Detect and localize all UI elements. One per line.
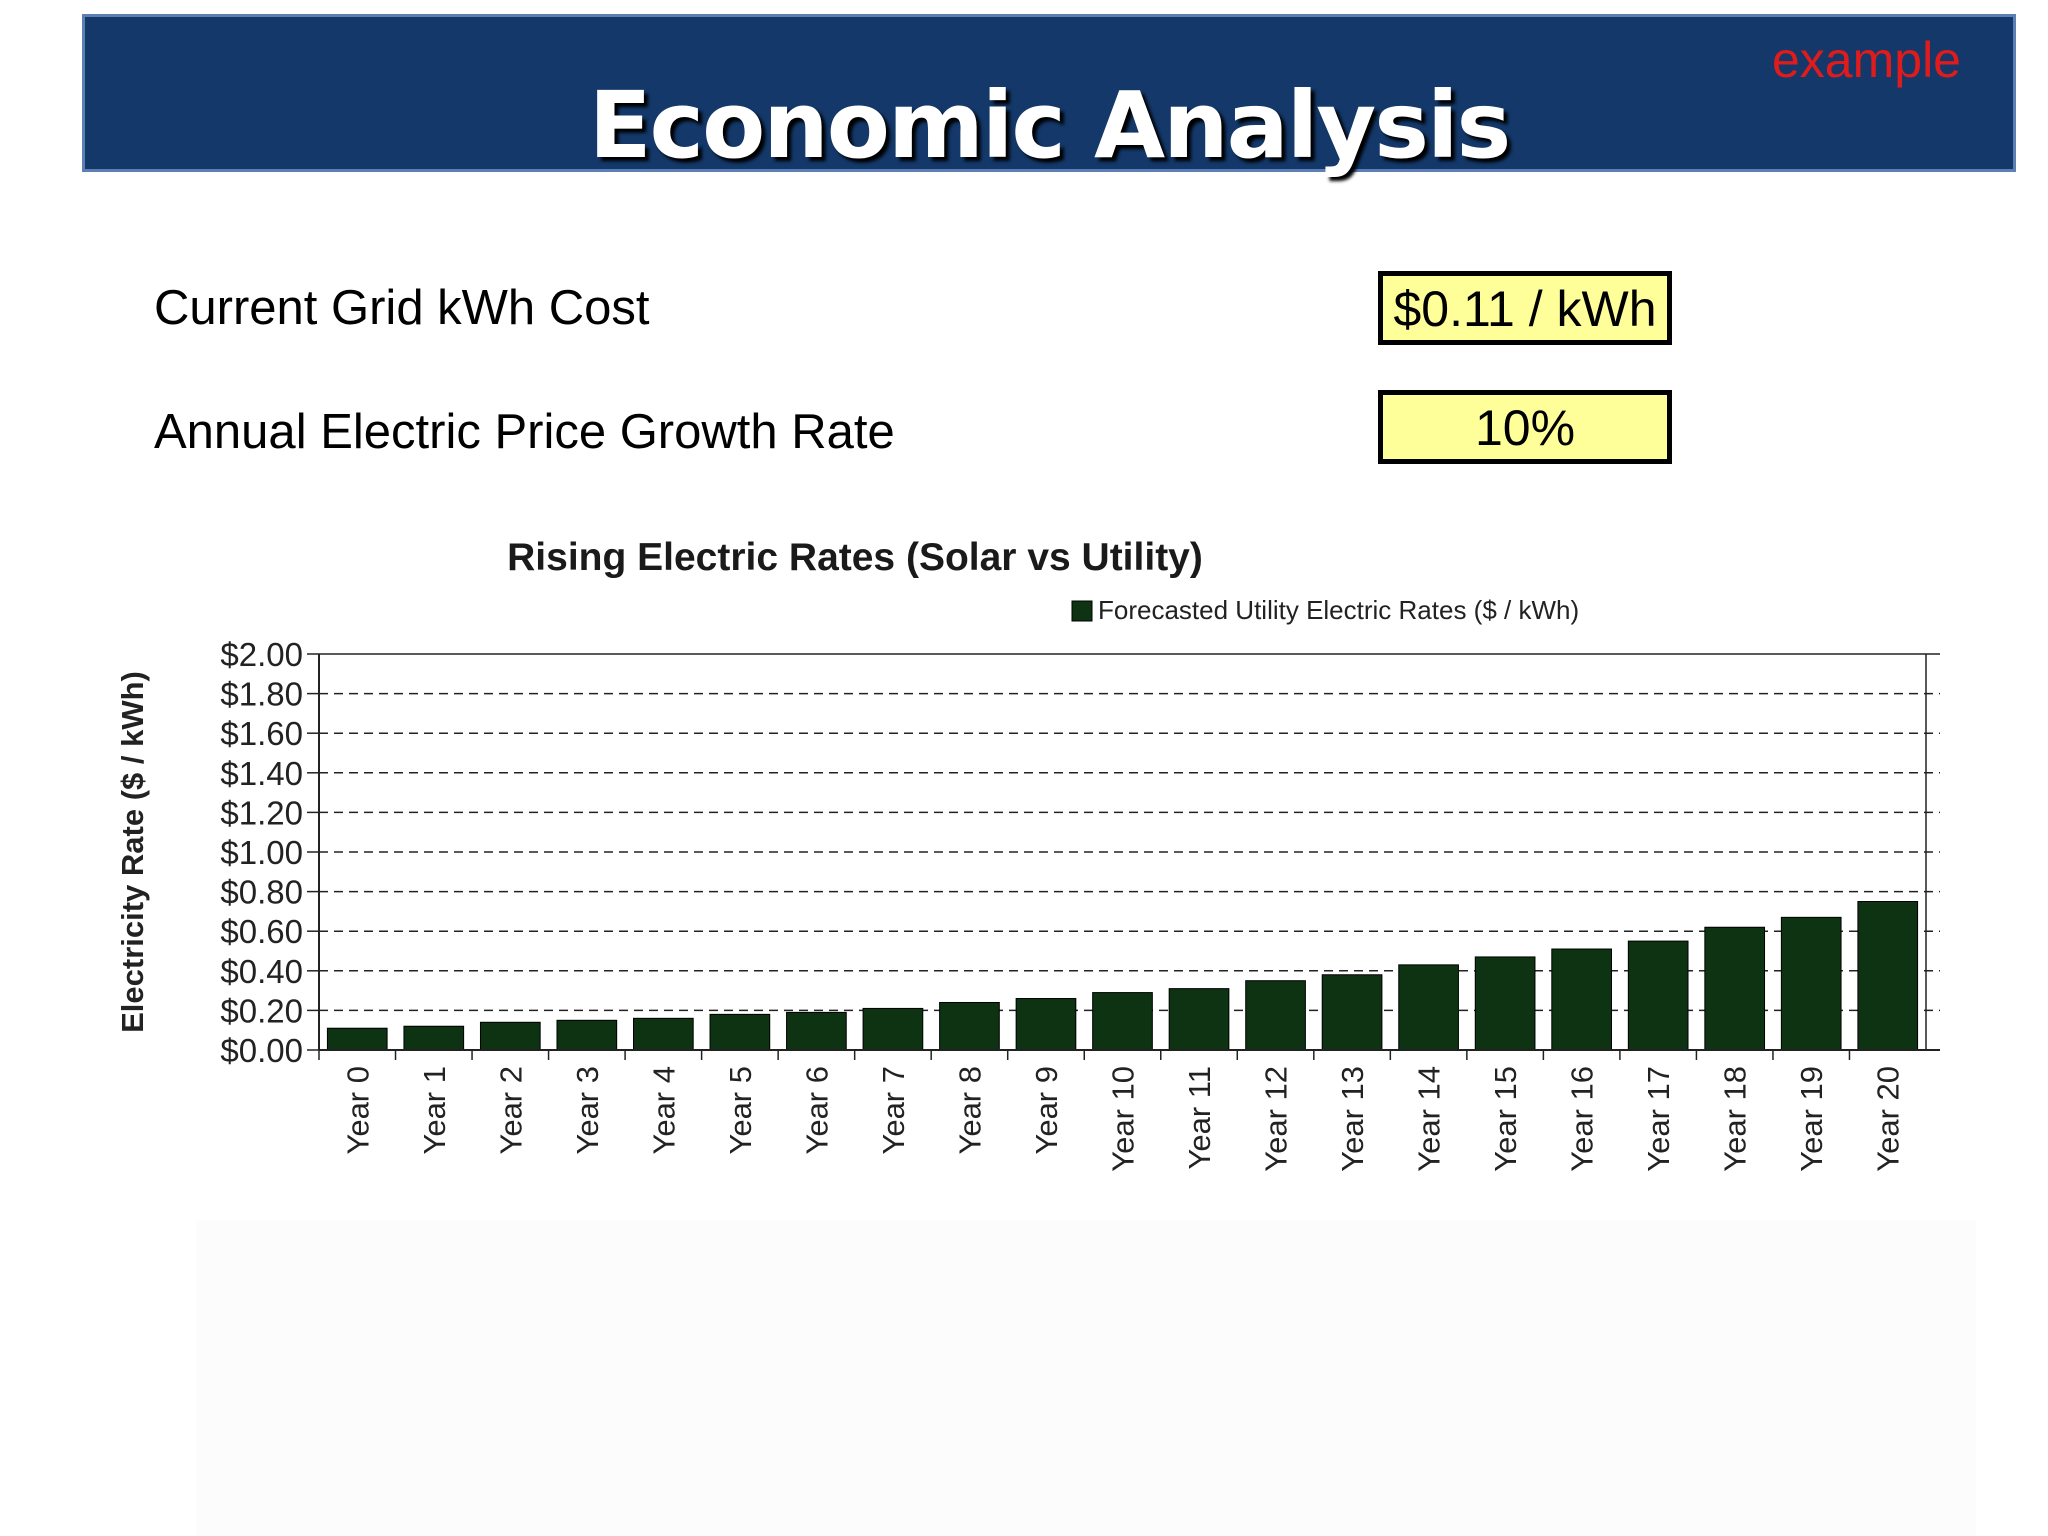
x-tick-label: Year 13 <box>1335 1066 1370 1172</box>
bar <box>1092 992 1153 1051</box>
x-tick-label: Year 2 <box>493 1066 528 1155</box>
y-tick-label: $0.20 <box>220 992 303 1029</box>
bar <box>1398 964 1459 1051</box>
x-tick-label: Year 18 <box>1718 1066 1753 1172</box>
slide-title: Economic Analysis <box>588 72 1512 179</box>
chart-title: Rising Electric Rates (Solar vs Utility) <box>507 536 1203 579</box>
chart-canvas: Rising Electric Rates (Solar vs Utility)… <box>115 536 1940 1172</box>
y-tick-label: $0.40 <box>220 953 303 990</box>
blank-panel <box>196 1220 1976 1536</box>
x-tick-label: Year 6 <box>799 1066 834 1155</box>
y-tick-label: $2.00 <box>220 636 303 673</box>
bar <box>1245 980 1306 1051</box>
bar <box>1780 916 1842 1051</box>
x-tick-label: Year 16 <box>1565 1066 1600 1172</box>
bar <box>1168 988 1230 1051</box>
x-tick-label: Year 1 <box>417 1066 452 1155</box>
x-tick-label: Year 15 <box>1488 1066 1523 1172</box>
growth-rate-label: Annual Electric Price Growth Rate <box>154 405 895 459</box>
x-tick-label: Year 14 <box>1412 1066 1447 1172</box>
bar <box>1627 940 1689 1051</box>
y-tick-label: $1.80 <box>220 676 303 713</box>
x-tick-label: Year 20 <box>1871 1066 1906 1172</box>
growth-rate-value: 10% <box>1378 390 1672 464</box>
bar <box>479 1021 541 1051</box>
x-tick-label: Year 4 <box>646 1066 681 1155</box>
y-axis-label: Electricity Rate ($ / kWh) <box>115 671 150 1033</box>
legend-swatch <box>1071 600 1093 622</box>
x-tick-label: Year 17 <box>1641 1066 1676 1172</box>
y-tick-label: $0.80 <box>220 874 303 911</box>
x-tick-label: Year 7 <box>876 1066 911 1155</box>
x-tick-label: Year 19 <box>1794 1066 1829 1172</box>
bar <box>1704 926 1766 1051</box>
y-tick-label: $1.60 <box>220 715 303 752</box>
x-tick-label: Year 10 <box>1106 1066 1141 1172</box>
bar <box>709 1013 771 1051</box>
x-tick-label: Year 12 <box>1259 1066 1294 1172</box>
y-tick-label: $1.00 <box>220 834 303 871</box>
x-tick-label: Year 11 <box>1182 1066 1217 1169</box>
bar <box>1857 901 1919 1051</box>
grid-cost-value: $0.11 / kWh <box>1378 271 1672 345</box>
bar <box>403 1025 465 1051</box>
x-tick-label: Year 9 <box>1029 1066 1064 1155</box>
header-banner: Economic Analysis example <box>82 14 2016 179</box>
legend-label: Forecasted Utility Electric Rates ($ / k… <box>1098 595 1579 625</box>
bar <box>862 1007 924 1051</box>
bar <box>1321 974 1383 1051</box>
x-tick-label: Year 3 <box>570 1066 605 1155</box>
bar <box>556 1019 618 1051</box>
y-tick-label: $1.40 <box>220 755 303 792</box>
bar-chart: Rising Electric Rates (Solar vs Utility)… <box>100 520 1980 1220</box>
bar <box>633 1017 694 1051</box>
bar <box>939 1001 1000 1051</box>
x-tick-label: Year 5 <box>723 1066 758 1155</box>
x-tick-label: Year 8 <box>952 1066 987 1155</box>
y-tick-label: $1.20 <box>220 794 303 831</box>
bar <box>786 1011 847 1051</box>
grid-cost-label: Current Grid kWh Cost <box>154 281 650 335</box>
example-tag: example <box>1772 32 1961 88</box>
bar <box>1551 948 1612 1051</box>
bar <box>1474 956 1536 1051</box>
bar <box>326 1027 388 1051</box>
x-tick-label: Year 0 <box>340 1066 375 1155</box>
y-tick-label: $0.60 <box>220 913 303 950</box>
bar <box>1015 998 1077 1051</box>
y-tick-label: $0.00 <box>220 1032 303 1069</box>
